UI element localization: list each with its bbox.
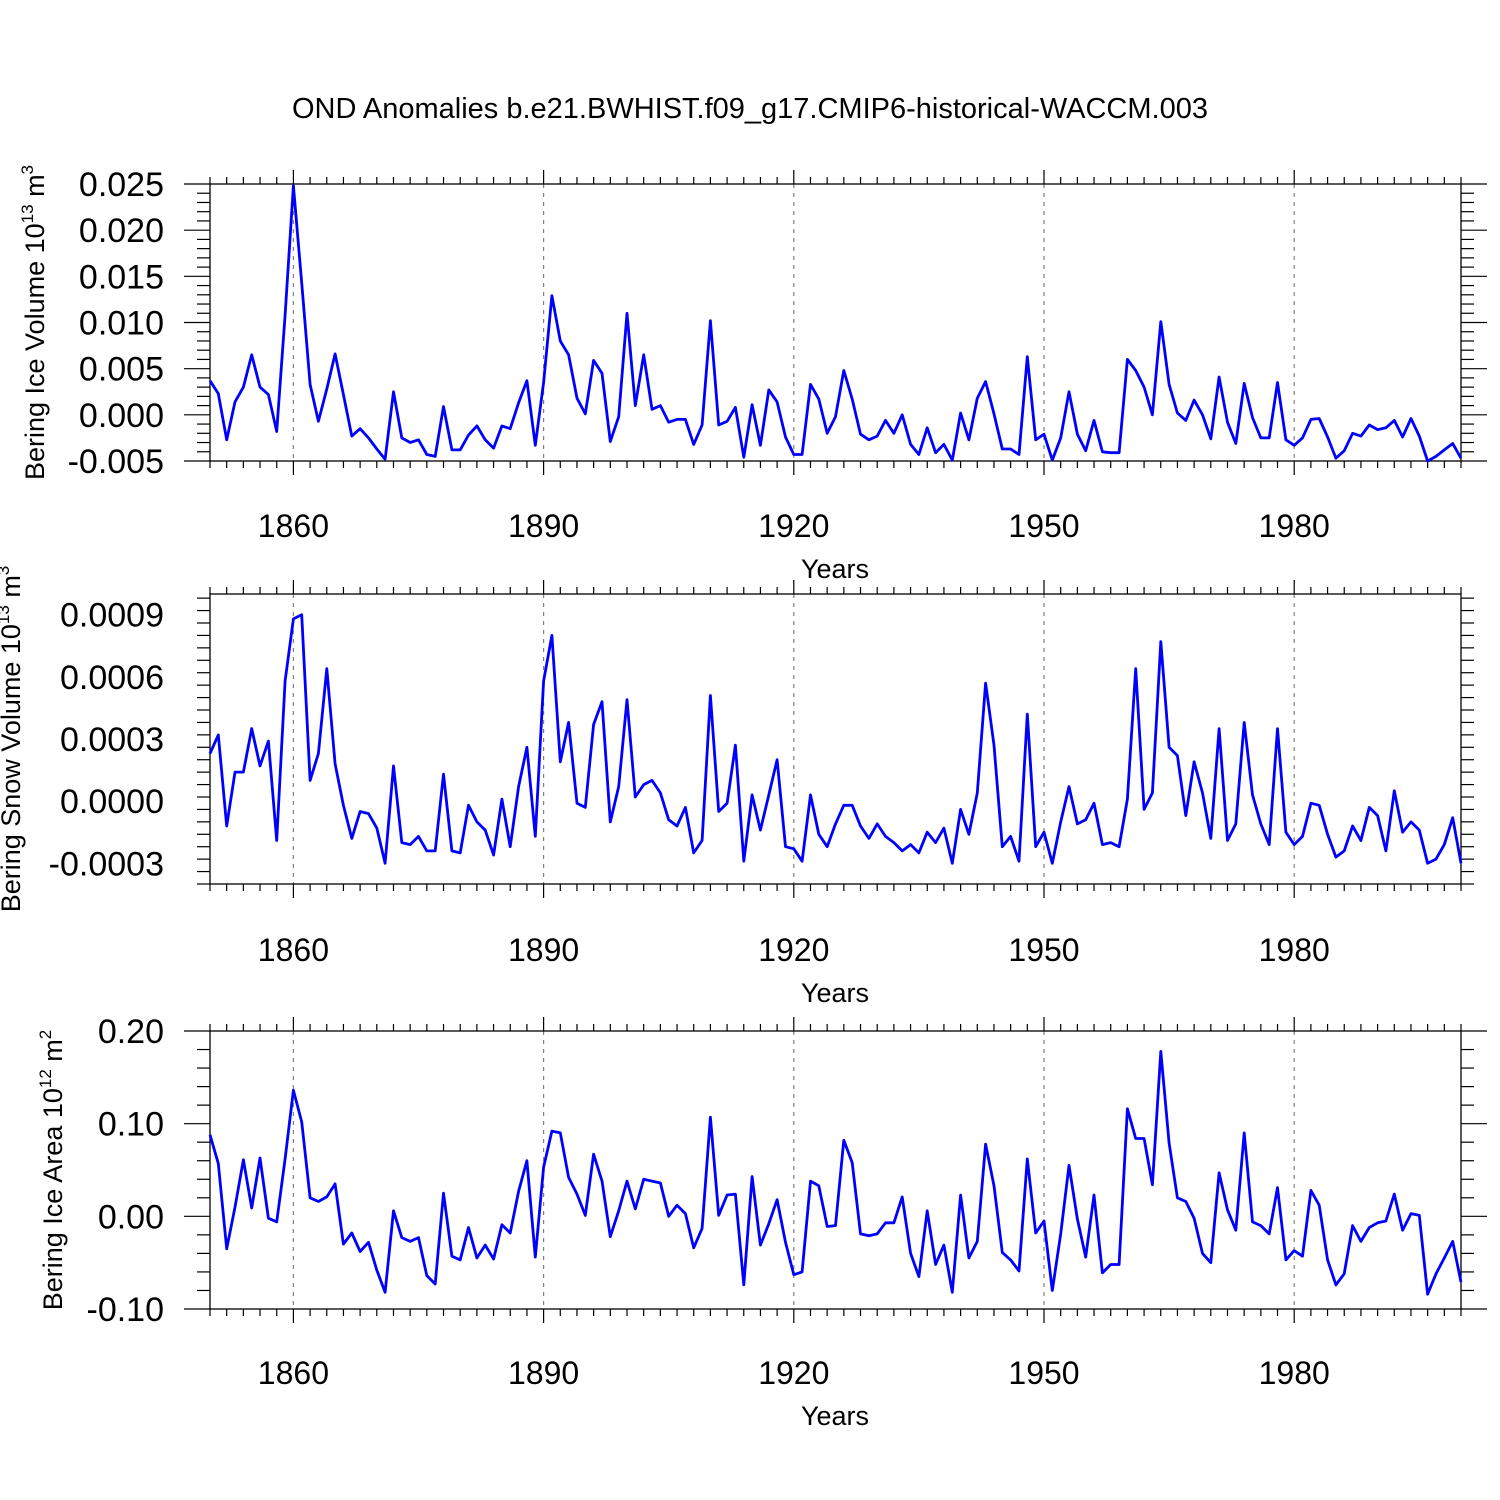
plot-frame [209, 593, 1462, 885]
plot-frame [209, 1030, 1462, 1310]
x-tick-label: 1860 [258, 1355, 329, 1391]
y-tick-label: 0.10 [98, 1106, 164, 1144]
y-tick-label: 0.0006 [60, 659, 164, 697]
x-tick-label: 1950 [1008, 932, 1079, 968]
y-tick-label: 0.00 [98, 1198, 164, 1236]
x-tick-label: 1890 [508, 932, 579, 968]
y-axis-label-exponent: 13 [18, 204, 37, 223]
y-tick-label: 0.0003 [60, 721, 164, 759]
y-axis-label-unit: m [0, 575, 26, 605]
y-tick-label: -0.005 [68, 443, 164, 481]
y-axis-label: Bering Ice Volume 1013 m3 [18, 165, 50, 480]
y-axis-label-unit: m [38, 1039, 68, 1069]
x-tick-label: 1980 [1259, 1355, 1330, 1391]
chart-panel-1: -0.005 0.000 0.005 0.010 0.015 0.020 0.025 1860… [18, 165, 1487, 584]
x-tick-label: 1920 [758, 508, 829, 544]
x-tick-label: 1950 [1008, 508, 1079, 544]
y-tick-label: 0.025 [79, 166, 164, 204]
chart-title: OND Anomalies b.e21.BWHIST.f09_g17.CMIP6… [292, 93, 1208, 125]
x-tick-label: 1920 [758, 932, 829, 968]
x-axis-label: Years [801, 1401, 869, 1431]
x-tick-label: 1950 [1008, 1355, 1079, 1391]
x-tick-label: 1860 [258, 508, 329, 544]
y-axis-label-unit-exponent: 2 [36, 1030, 55, 1039]
chart-panel-3: -0.10 0.00 0.10 0.20 1860 1890 1920 1950 1980 Yea… [36, 1013, 1487, 1431]
x-tick-label: 1920 [758, 1355, 829, 1391]
x-tick-label: 1980 [1259, 932, 1330, 968]
x-axis-label: Years [801, 978, 869, 1008]
y-axis-label-text: Bering Ice Volume 10 [20, 223, 50, 480]
y-tick-label: -0.0003 [49, 845, 164, 883]
y-tick-label: 0.20 [98, 1013, 164, 1051]
y-axis-label-unit-exponent: 3 [18, 165, 37, 174]
y-axis-label-exponent: 13 [0, 605, 13, 624]
y-tick-label: 0.015 [79, 258, 164, 296]
y-axis-label-unit: m [20, 174, 50, 204]
y-tick-label: 0.005 [79, 351, 164, 389]
chart-panels: -0.005 0.000 0.005 0.010 0.015 0.020 0.025 1860… [0, 165, 1487, 1431]
y-tick-label: 0.010 [79, 305, 164, 343]
plot-frame [209, 183, 1462, 462]
chart-panel-2: -0.0003 0.0000 0.0003 0.0006 0.0009 1860 1890 1… [0, 566, 1474, 1008]
y-tick-label: 0.000 [79, 397, 164, 435]
series-line [208, 1050, 1463, 1296]
y-tick-label: 0.020 [79, 212, 164, 250]
y-axis-label-exponent: 12 [36, 1069, 55, 1088]
y-axis-label-text: Bering Ice Area 10 [38, 1088, 68, 1310]
x-axis-label: Years [801, 554, 869, 584]
y-tick-label: -0.10 [87, 1291, 165, 1329]
y-axis-label: Bering Ice Area 1012 m2 [36, 1030, 68, 1311]
series-line [208, 184, 1463, 463]
y-tick-label: 0.0000 [60, 783, 164, 821]
y-axis-label: Bering Snow Volume 1013 m3 [0, 566, 26, 913]
x-tick-label: 1890 [508, 1355, 579, 1391]
series-line [208, 613, 1463, 865]
y-axis-label-text: Bering Snow Volume 10 [0, 624, 26, 912]
x-tick-label: 1860 [258, 932, 329, 968]
y-tick-label: 0.0009 [60, 597, 164, 635]
x-tick-label: 1980 [1259, 508, 1330, 544]
y-axis-label-unit-exponent: 3 [0, 566, 13, 575]
x-tick-label: 1890 [508, 508, 579, 544]
